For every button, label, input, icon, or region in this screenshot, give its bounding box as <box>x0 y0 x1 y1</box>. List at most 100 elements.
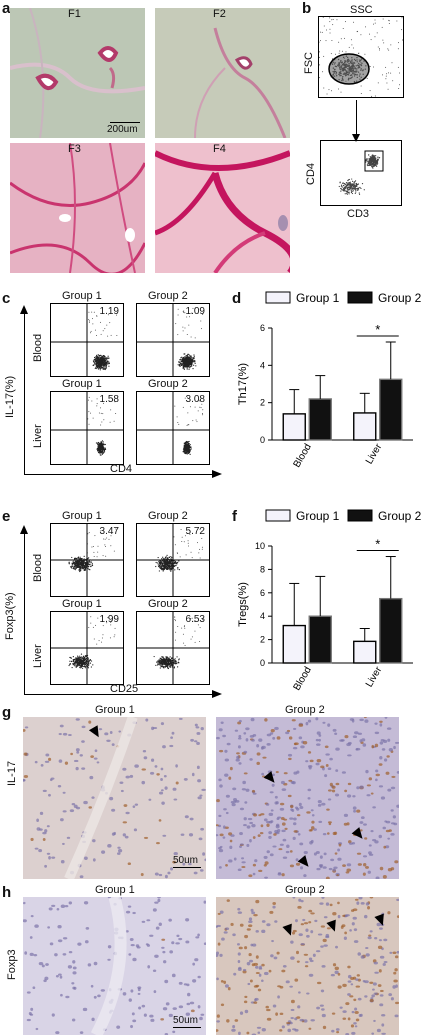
legend-label: Group 2 <box>378 509 422 523</box>
label-f4: F4 <box>213 143 226 155</box>
arrow-right-icon <box>212 470 222 478</box>
x-tick-label: Liver <box>364 441 385 466</box>
y-tick-label: 6 <box>260 588 265 598</box>
y-tick-label: 4 <box>260 360 265 370</box>
y-tick-label: 2 <box>260 635 265 645</box>
group-label-c-1: Group 1 <box>62 290 102 302</box>
flow-plot-cd4-cd3 <box>320 140 402 206</box>
bar <box>353 640 377 664</box>
axis-cd4-b: CD4 <box>305 162 317 185</box>
x-tick-label: Blood <box>292 665 314 693</box>
histology-image-f4: F4 <box>155 143 290 273</box>
x-tick-label: Blood <box>292 442 314 470</box>
panel-label-d: d <box>232 290 242 307</box>
y-tick-label: 10 <box>255 541 265 551</box>
legend-label: Group 2 <box>378 291 422 305</box>
bar-chart-th17: Group 1 Group 2 0 2 4 6 Th17(%) Blood Liver * <box>237 291 422 470</box>
flow-plot-fsc-ssc <box>318 16 404 98</box>
significance-star: * <box>375 537 380 552</box>
flow-plot-c-blood-g1: 1.19 <box>50 303 124 377</box>
legend-swatch <box>347 509 373 522</box>
quadrant-value: 3.47 <box>99 526 119 537</box>
arrow-head-icon <box>352 134 360 142</box>
flow-plot-e-liver-g1: 1.99 <box>50 611 124 685</box>
panel-label-b: b <box>302 0 312 17</box>
ylabel-g: IL-17 <box>6 760 18 786</box>
arrow-up-icon <box>20 305 28 314</box>
row-label-blood-c: Blood <box>32 333 44 362</box>
y-tick-label: 2 <box>260 398 265 408</box>
flow-plot-c-liver-g1: 1.58 <box>50 391 124 465</box>
x-axis-arrow-c <box>24 474 214 475</box>
group-label-c-2: Group 2 <box>148 290 188 302</box>
ihc-image-il17-group2 <box>216 717 399 879</box>
flow-plot-c-blood-g2: 1.09 <box>136 303 210 377</box>
scale-bar-label: 200um <box>107 124 138 135</box>
row-label-liver-e: Liver <box>32 644 44 668</box>
x-axis-arrow-e <box>24 694 214 695</box>
x-axis-label-e: CD25 <box>110 683 139 695</box>
panel-label-a: a <box>2 0 11 17</box>
group-label-g-2: Group 2 <box>285 704 325 716</box>
y-tick-label: 0 <box>260 435 265 445</box>
group-label-e-3: Group 1 <box>62 598 102 610</box>
panel-label-f: f <box>232 508 237 525</box>
group-label-c-4: Group 2 <box>148 378 188 390</box>
axis-cd3: CD3 <box>347 208 370 220</box>
x-tick-label: Liver <box>364 664 385 689</box>
y-axis-label-e: Foxp3(%) <box>4 592 16 640</box>
quadrant-value: 1.58 <box>99 394 119 405</box>
flow-plot-e-liver-g2: 6.53 <box>136 611 210 685</box>
flow-plot-c-liver-g2: 3.08 <box>136 391 210 465</box>
histology-image-f2: F2 <box>155 8 290 138</box>
quadrant-value: 3.08 <box>185 394 205 405</box>
scale-bar-label: 50um <box>173 1015 199 1026</box>
y-tick-label: 0 <box>260 658 265 668</box>
legend: Group 1 Group 2 <box>265 291 422 305</box>
y-axis-arrow-e <box>24 532 25 694</box>
label-f2: F2 <box>213 8 226 20</box>
panel-label-g: g <box>2 704 12 721</box>
scale-bar-line <box>173 1027 201 1028</box>
histology-image-f3: F3 <box>10 143 145 273</box>
legend: Group 1 Group 2 <box>265 509 422 523</box>
axis-ssc: SSC <box>350 4 373 16</box>
y-tick-label: 6 <box>260 323 265 333</box>
axis-fsc: FSC <box>303 52 315 74</box>
legend-swatch <box>265 291 291 304</box>
ihc-image-il17-group1: 50um <box>23 717 206 879</box>
group-label-e-1: Group 1 <box>62 510 102 522</box>
row-label-liver-c: Liver <box>32 424 44 448</box>
ihc-image-foxp3-group2 <box>216 897 399 1035</box>
bar <box>353 412 377 441</box>
y-axis-arrow-c <box>24 312 25 474</box>
bar <box>308 398 332 441</box>
bar <box>308 615 332 664</box>
y-axis-label: Th17(%) <box>237 363 249 405</box>
quadrant-value: 6.53 <box>185 614 205 625</box>
ihc-image-foxp3-group1: 50um <box>23 897 206 1035</box>
quadrant-value: 5.72 <box>185 526 205 537</box>
y-axis-label: Tregs(%) <box>237 582 249 627</box>
bar <box>282 624 306 664</box>
panel-label-h: h <box>2 884 12 901</box>
y-tick-label: 8 <box>260 564 265 574</box>
quadrant-value: 1.99 <box>99 614 119 625</box>
histology-image-f1: F1 200um <box>10 8 145 138</box>
legend-label: Group 1 <box>296 291 340 305</box>
legend-label: Group 1 <box>296 509 340 523</box>
y-tick-label: 4 <box>260 611 265 621</box>
group-label-h-1: Group 1 <box>95 884 135 896</box>
label-f3: F3 <box>68 143 81 155</box>
scale-bar-line <box>110 122 140 123</box>
x-axis-label-c: CD4 <box>110 463 133 475</box>
arrow-right-icon <box>212 690 222 698</box>
scale-bar-line <box>173 867 201 868</box>
group-label-e-4: Group 2 <box>148 598 188 610</box>
quadrant-value: 1.19 <box>99 306 119 317</box>
bar <box>282 413 306 441</box>
significance-star: * <box>375 322 380 337</box>
bar <box>379 378 403 441</box>
legend-swatch <box>347 291 373 304</box>
legend-swatch <box>265 509 291 522</box>
